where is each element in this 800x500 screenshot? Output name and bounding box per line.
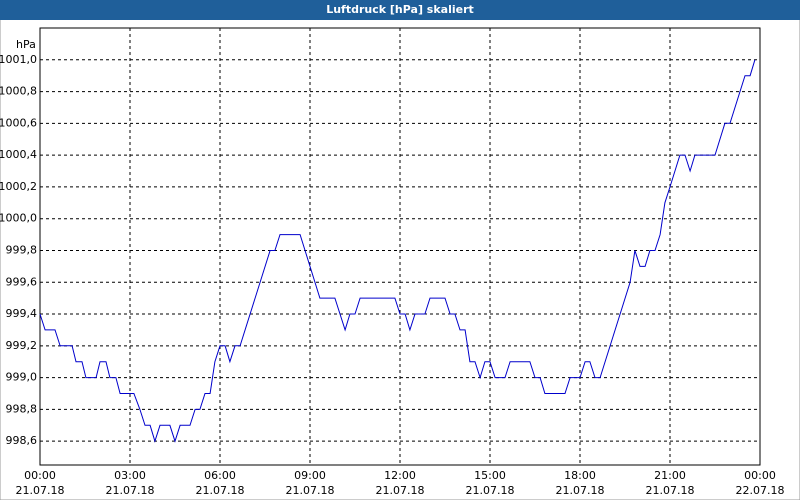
x-tick-date: 21.07.18 — [196, 484, 245, 497]
plot-border — [39, 27, 761, 466]
y-tick-label: 999,8 — [6, 243, 38, 256]
x-tick-date: 21.07.18 — [106, 484, 155, 497]
x-tick-date: 22.07.18 — [736, 484, 785, 497]
x-tick-date: 21.07.18 — [556, 484, 605, 497]
data-line — [39, 59, 756, 443]
title-bar — [0, 0, 800, 20]
y-tick-label: 1000,0 — [0, 212, 37, 225]
x-tick-label: 00:00 — [744, 469, 776, 482]
x-tick-label: 03:00 — [114, 469, 146, 482]
x-tick-label: 00:00 — [24, 469, 56, 482]
y-tick-label: 999,0 — [6, 371, 38, 384]
y-tick-label: 1000,2 — [0, 180, 37, 193]
x-tick-date: 21.07.18 — [376, 484, 425, 497]
x-tick-label: 09:00 — [294, 469, 326, 482]
y-tick-label: 999,4 — [6, 307, 38, 320]
x-tick-label: 12:00 — [384, 469, 416, 482]
x-tick-label: 15:00 — [474, 469, 506, 482]
y-tick-label: 998,6 — [6, 434, 38, 447]
x-tick-date: 21.07.18 — [466, 484, 515, 497]
y-tick-label: 999,2 — [6, 339, 38, 352]
y-tick-label: 999,6 — [6, 275, 38, 288]
x-tick-date: 21.07.18 — [646, 484, 695, 497]
x-tick-label: 18:00 — [564, 469, 596, 482]
chart-title: Luftdruck [hPa] skaliert — [326, 3, 474, 16]
y-unit: hPa — [16, 38, 36, 51]
y-tick-label: 1000,8 — [0, 85, 37, 98]
y-tick-label: 1000,4 — [0, 148, 37, 161]
x-tick-label: 21:00 — [654, 469, 686, 482]
x-tick-date: 21.07.18 — [16, 484, 65, 497]
y-tick-label: 1001,0 — [0, 53, 37, 66]
y-tick-label: 998,8 — [6, 402, 38, 415]
x-tick-label: 06:00 — [204, 469, 236, 482]
y-tick-label: 1000,6 — [0, 116, 37, 129]
x-tick-date: 21.07.18 — [286, 484, 335, 497]
